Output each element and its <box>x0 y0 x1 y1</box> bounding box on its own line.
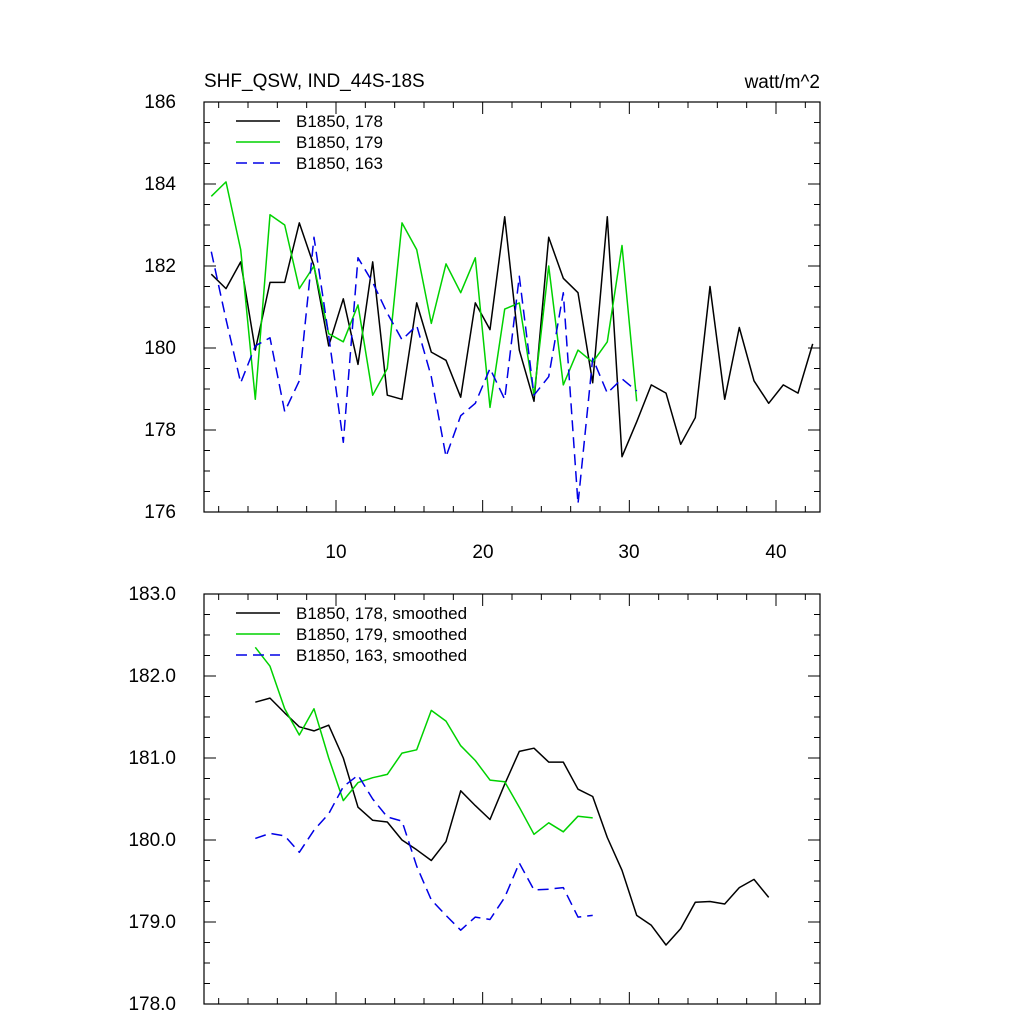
y-tick-label: 183.0 <box>128 584 176 605</box>
top-series-line-1 <box>210 216 814 458</box>
legend-label: B1850, 179, smoothed <box>296 625 467 644</box>
bottom-series-line-3 <box>255 774 593 931</box>
y-tick-label: 186 <box>144 92 176 113</box>
bottom-series-line-2 <box>254 646 593 836</box>
bottom-series-group <box>254 646 770 946</box>
y-tick-label: 180 <box>144 338 176 359</box>
y-tick-label: 179.0 <box>128 912 176 933</box>
y-tick-label: 182 <box>144 256 176 277</box>
top-series-line-2 <box>210 181 638 409</box>
units-label: watt/m^2 <box>744 72 820 93</box>
top-plot-panel: 176 178 180 182 184 186 10 20 30 40 B185… <box>144 92 821 563</box>
y-tick-label: 176 <box>144 502 176 523</box>
top-series-group <box>210 181 814 505</box>
legend-label: B1850, 178, smoothed <box>296 604 467 623</box>
chart-title: SHF_QSW, IND_44S-18S <box>204 71 425 92</box>
top-y-tick-labels: 176 178 180 182 184 186 <box>144 92 176 523</box>
y-tick-label: 182.0 <box>128 666 176 687</box>
bottom-axis-ticks <box>204 593 820 1005</box>
legend-label: B1850, 163, smoothed <box>296 646 467 665</box>
y-tick-label: 184 <box>144 174 176 195</box>
y-tick-label: 180.0 <box>128 830 176 851</box>
x-tick-label: 30 <box>618 542 639 563</box>
x-tick-label: 10 <box>325 542 346 563</box>
y-tick-label: 181.0 <box>128 748 176 769</box>
bottom-plot-panel: 178.0 179.0 180.0 181.0 182.0 183.0 B185… <box>128 584 821 1015</box>
x-tick-label: 20 <box>472 542 493 563</box>
legend-label: B1850, 178 <box>296 112 383 131</box>
top-x-tick-labels: 10 20 30 40 <box>325 542 786 563</box>
top-legend: B1850, 178 B1850, 179 B1850, 163 <box>236 112 383 173</box>
bottom-series-line-1 <box>255 697 770 946</box>
legend-label: B1850, 179 <box>296 133 383 152</box>
y-tick-label: 178 <box>144 420 176 441</box>
legend-label: B1850, 163 <box>296 154 383 173</box>
bottom-y-tick-labels: 178.0 179.0 180.0 181.0 182.0 183.0 <box>128 584 176 1015</box>
x-tick-label: 40 <box>765 542 786 563</box>
y-tick-label: 178.0 <box>128 994 176 1015</box>
bottom-legend: B1850, 178, smoothed B1850, 179, smoothe… <box>236 604 467 665</box>
top-axis-ticks <box>204 101 820 513</box>
top-series-line-3 <box>210 236 638 505</box>
